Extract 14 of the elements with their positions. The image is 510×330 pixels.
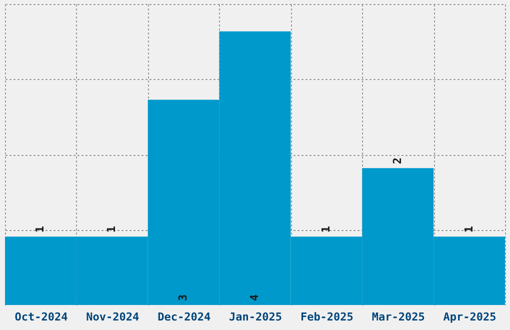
data-label: 1 <box>34 226 47 233</box>
data-label: 1 <box>462 226 476 233</box>
data-label: 1 <box>319 226 332 233</box>
x-tick-label: Mar-2025 <box>372 310 425 324</box>
data-label: 1 <box>105 226 118 233</box>
x-tick-label: Oct-2024 <box>14 310 68 324</box>
x-tick-label: Jan-2025 <box>229 310 282 324</box>
x-tick-label: Nov-2024 <box>86 310 140 324</box>
x-tick-label: Dec-2024 <box>158 310 211 324</box>
x-tick-label: Feb-2025 <box>300 310 354 324</box>
data-label: 3 <box>176 294 190 301</box>
data-label: 2 <box>390 158 404 164</box>
x-tick-label: Apr-2025 <box>443 310 496 324</box>
data-label: 4 <box>248 294 261 301</box>
